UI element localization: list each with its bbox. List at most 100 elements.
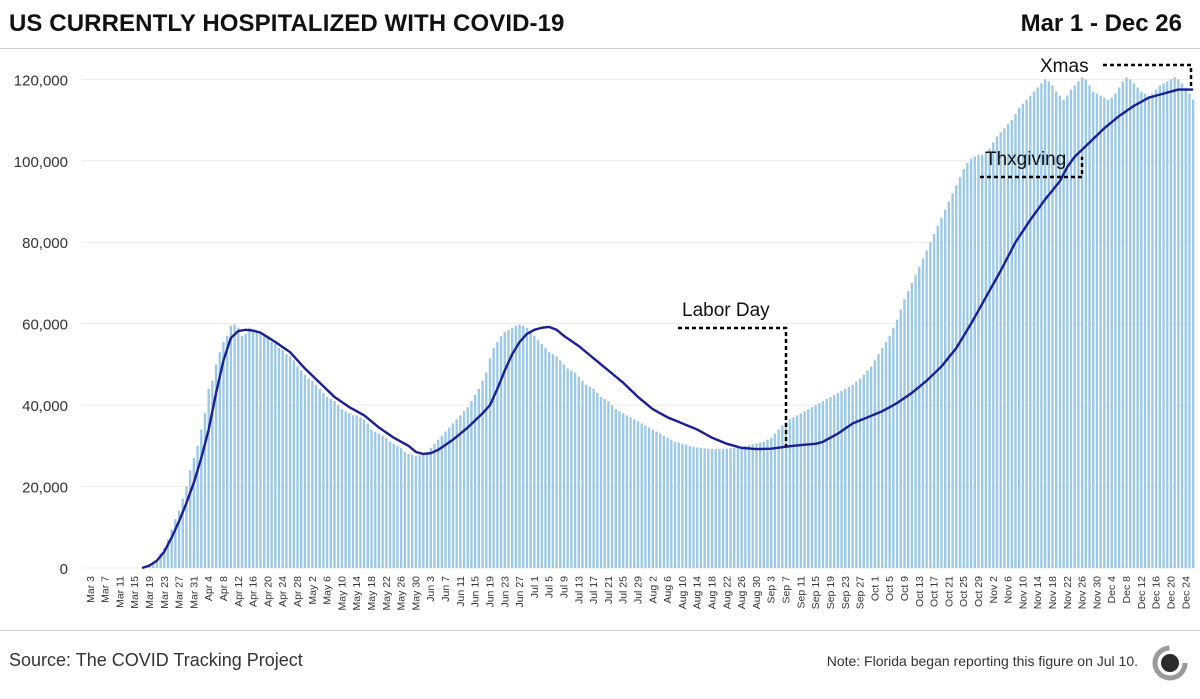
- bar: [958, 177, 962, 568]
- bar: [155, 559, 159, 568]
- bar: [1173, 77, 1176, 568]
- bar: [1158, 85, 1162, 568]
- y-tick-label: 0: [60, 561, 68, 578]
- bar: [581, 380, 584, 568]
- bar: [362, 419, 366, 568]
- bar: [914, 274, 917, 568]
- x-tick-label: Jun 7: [440, 576, 452, 602]
- bar: [196, 445, 199, 568]
- bar: [455, 419, 458, 568]
- x-tick-label: Dec 24: [1180, 576, 1192, 609]
- bar: [622, 413, 625, 568]
- bar: [251, 329, 255, 568]
- bar: [1169, 79, 1173, 569]
- bar: [832, 394, 836, 568]
- bar: [829, 396, 832, 568]
- bar: [977, 154, 980, 568]
- x-tick-label: Dec 4: [1106, 576, 1118, 604]
- bar: [585, 384, 588, 568]
- bar: [170, 529, 173, 568]
- bar: [677, 442, 680, 568]
- bar: [407, 453, 410, 568]
- bar: [507, 329, 510, 568]
- x-tick-label: May 2: [307, 576, 319, 605]
- bar: [1014, 113, 1017, 568]
- x-tick-label: Aug 14: [692, 576, 704, 609]
- y-tick-label: 100,000: [14, 154, 68, 171]
- bar: [588, 386, 592, 568]
- x-tick-label: Aug 30: [751, 576, 763, 609]
- bar: [270, 342, 273, 568]
- bar: [1084, 79, 1088, 569]
- bar: [1058, 95, 1062, 569]
- chart-header: US CURRENTLY HOSPITALIZED WITH COVID-19 …: [0, 0, 1200, 49]
- x-tick-label: Apr 12: [233, 576, 245, 607]
- bar: [218, 352, 221, 568]
- bar: [929, 242, 932, 569]
- bar: [325, 396, 329, 568]
- bar: [396, 445, 399, 568]
- bar: [814, 405, 817, 568]
- bar: [703, 448, 706, 568]
- x-tick-label: Mar 3: [85, 576, 97, 603]
- bar: [344, 411, 347, 568]
- bar: [374, 431, 377, 568]
- date-range: Mar 1 - Dec 26: [1020, 10, 1182, 37]
- bar: [1010, 120, 1013, 568]
- bar: [810, 407, 814, 568]
- bar: [921, 258, 925, 568]
- bar: [855, 381, 858, 568]
- bar: [499, 335, 503, 568]
- bar: [566, 368, 569, 568]
- bar: [1121, 81, 1125, 569]
- bar: [836, 392, 840, 568]
- bar: [1069, 89, 1073, 568]
- labor-day-annotation-label: Labor Day: [682, 300, 770, 321]
- bar: [992, 142, 995, 568]
- bar: [899, 309, 902, 568]
- bar: [1029, 95, 1032, 569]
- bar: [770, 437, 773, 568]
- bar: [766, 439, 769, 568]
- bar: [910, 282, 914, 568]
- bar: [503, 331, 506, 568]
- bar: [733, 447, 736, 568]
- bar: [625, 415, 629, 568]
- x-tick-label: Sep 15: [810, 576, 822, 609]
- bar: [969, 158, 973, 568]
- bar: [189, 470, 192, 568]
- bar: [433, 443, 436, 568]
- y-tick-label: 60,000: [22, 317, 68, 334]
- x-tick-label: Oct 29: [973, 576, 985, 607]
- bar: [1110, 97, 1113, 569]
- x-tick-label: May 6: [322, 576, 334, 605]
- bar: [192, 458, 196, 568]
- x-tick-label: Dec 8: [1121, 576, 1133, 604]
- bar: [851, 384, 854, 568]
- x-tick-label: Jun 3: [425, 576, 437, 602]
- bar: [906, 291, 910, 568]
- x-tick-label: Oct 1: [869, 576, 881, 601]
- bar: [795, 415, 799, 568]
- bar: [721, 449, 725, 568]
- bar: [729, 448, 732, 568]
- bar: [1040, 83, 1043, 569]
- thanksgiving-annotation-line: [980, 156, 1084, 179]
- footnote: Note: Florida began reporting this figur…: [826, 653, 1138, 669]
- bar: [436, 439, 440, 568]
- x-tick-label: Nov 2: [988, 576, 1000, 604]
- x-tick-label: Aug 26: [736, 576, 748, 609]
- x-tick-label: Dec 16: [1151, 576, 1163, 609]
- bar: [425, 451, 429, 568]
- x-tick-label: Apr 28: [292, 576, 304, 607]
- bar: [884, 342, 888, 568]
- bar: [918, 266, 921, 568]
- x-tick-label: Nov 6: [1003, 576, 1015, 604]
- bar: [492, 348, 495, 568]
- bar: [788, 419, 791, 568]
- bar: [570, 370, 573, 568]
- bar: [1147, 95, 1150, 569]
- bar: [666, 437, 669, 568]
- bar: [696, 447, 699, 568]
- bar: [1188, 93, 1191, 569]
